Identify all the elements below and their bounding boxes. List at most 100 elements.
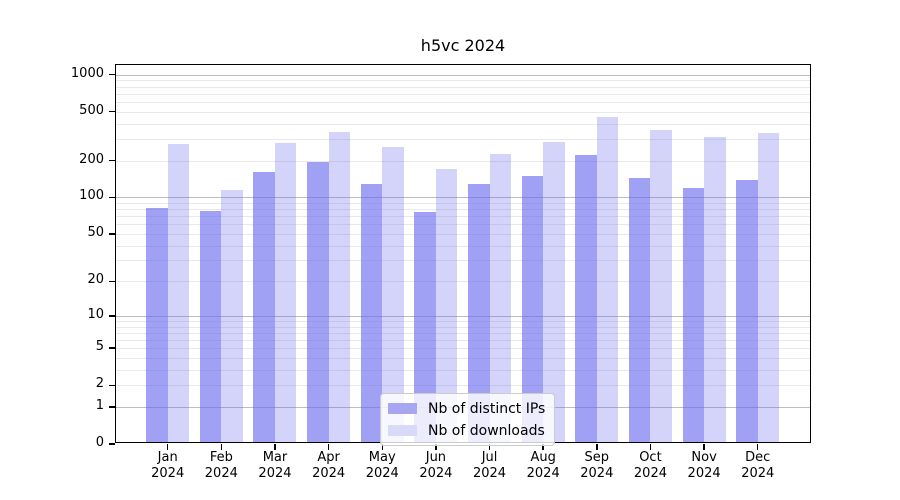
y-tick-5 bbox=[108, 347, 115, 349]
bar-downloads-jul bbox=[489, 153, 512, 442]
gridline-minor bbox=[116, 339, 810, 341]
gridline-minor bbox=[116, 326, 810, 328]
x-tick-feb bbox=[220, 443, 223, 450]
bar-ips-mar bbox=[253, 171, 275, 442]
bar-ips-sep bbox=[575, 155, 597, 442]
legend: Nb of distinct IPs Nb of downloads bbox=[380, 393, 556, 446]
x-tick-jan bbox=[166, 443, 169, 450]
bar-downloads-apr bbox=[328, 131, 351, 442]
gridline-minor bbox=[116, 209, 810, 211]
x-tick-oct bbox=[649, 443, 652, 450]
bar-ips-feb bbox=[199, 210, 222, 442]
gridline-minor bbox=[116, 216, 810, 218]
x-tick-label-feb: Feb 2024 bbox=[204, 450, 238, 481]
x-tick-label-apr: Apr 2024 bbox=[312, 450, 346, 481]
y-tick-label-50: 50 bbox=[87, 224, 104, 240]
bar-ips-jan bbox=[146, 208, 168, 442]
chart-title: h5vc 2024 bbox=[420, 36, 506, 55]
y-tick-label-0: 0 bbox=[95, 435, 104, 450]
bar-ips-dec bbox=[736, 179, 758, 442]
y-tick-label-20: 20 bbox=[87, 272, 104, 288]
x-tick-label-aug: Aug 2024 bbox=[526, 450, 560, 481]
gridline-minor bbox=[116, 123, 810, 125]
bar-ips-oct bbox=[628, 177, 651, 442]
gridline-minor bbox=[116, 385, 810, 387]
bar-downloads-sep bbox=[596, 116, 619, 442]
bar-ips-may bbox=[360, 183, 383, 442]
legend-label-downloads: Nb of downloads bbox=[428, 422, 545, 439]
bar-downloads-dec bbox=[757, 133, 780, 442]
x-tick-jul bbox=[488, 443, 491, 450]
gridline-minor bbox=[116, 332, 810, 334]
x-tick-label-oct: Oct 2024 bbox=[633, 450, 667, 481]
x-tick-label-sep: Sep 2024 bbox=[580, 450, 614, 481]
gridline-minor bbox=[116, 111, 810, 113]
gridline-minor bbox=[116, 281, 810, 283]
gridline-minor bbox=[116, 369, 810, 371]
legend-item-downloads: Nb of downloads bbox=[388, 421, 545, 440]
y-tick-label-500: 500 bbox=[79, 102, 104, 118]
legend-swatch-downloads bbox=[388, 425, 417, 436]
gridline-minor bbox=[116, 93, 810, 95]
bar-ips-nov bbox=[682, 187, 705, 442]
legend-item-distinct-ips: Nb of distinct IPs bbox=[388, 399, 545, 418]
gridline-major bbox=[116, 315, 810, 317]
y-tick-100 bbox=[108, 196, 115, 199]
y-tick-1 bbox=[108, 406, 115, 408]
bar-downloads-may bbox=[382, 146, 404, 442]
x-tick-dec bbox=[756, 443, 759, 450]
y-tick-10 bbox=[108, 315, 115, 317]
x-tick-may bbox=[381, 443, 383, 450]
x-tick-sep bbox=[596, 443, 598, 450]
y-tick-20 bbox=[108, 280, 115, 283]
plot-area: Jan 2024 Feb 2024 Mar 2024 Apr 2024 May 2024… bbox=[71, 64, 811, 481]
gridline-minor bbox=[116, 348, 810, 350]
y-tick-label-1: 1 bbox=[95, 397, 104, 413]
gridline-minor bbox=[116, 86, 810, 88]
y-tick-2 bbox=[108, 384, 115, 387]
y-tick-label-10: 10 bbox=[87, 306, 104, 322]
bar-ips-jul bbox=[468, 184, 490, 442]
legend-label-distinct-ips: Nb of distinct IPs bbox=[428, 400, 546, 417]
gridline-minor bbox=[116, 357, 810, 359]
gridline-minor bbox=[116, 260, 810, 262]
y-tick-label-200: 200 bbox=[79, 151, 104, 167]
gridline-major bbox=[116, 74, 810, 76]
gridline-minor bbox=[116, 160, 810, 162]
x-tick-label-nov: Nov 2024 bbox=[687, 450, 721, 481]
x-tick-label-jan: Jan 2024 bbox=[151, 450, 185, 481]
y-tick-500 bbox=[108, 110, 115, 113]
y-tick-200 bbox=[108, 159, 115, 162]
bar-downloads-jan bbox=[167, 144, 190, 442]
gridline-minor bbox=[116, 224, 810, 226]
bar-downloads-mar bbox=[274, 143, 297, 442]
gridline-minor bbox=[116, 233, 810, 235]
y-tick-label-1000: 1000 bbox=[70, 65, 104, 81]
x-tick-jun bbox=[435, 443, 437, 450]
y-tick-label-2: 2 bbox=[95, 376, 104, 392]
x-tick-apr bbox=[327, 443, 330, 450]
gridline-minor bbox=[116, 101, 810, 103]
gridline-minor bbox=[116, 320, 810, 322]
bar-downloads-feb bbox=[221, 189, 243, 442]
y-tick-label-5: 5 bbox=[95, 339, 104, 355]
bar-downloads-oct bbox=[650, 129, 672, 442]
gridline-minor bbox=[116, 138, 810, 140]
x-tick-label-jul: Jul 2024 bbox=[472, 450, 507, 481]
x-tick-mar bbox=[274, 443, 276, 450]
gridline-minor bbox=[116, 202, 810, 204]
gridline-major bbox=[116, 197, 810, 199]
y-tick-0 bbox=[108, 443, 115, 445]
gridline-minor bbox=[116, 80, 810, 82]
x-tick-label-mar: Mar 2024 bbox=[258, 450, 292, 481]
gridline-minor bbox=[116, 245, 810, 247]
bar-downloads-aug bbox=[543, 141, 565, 442]
x-tick-label-dec: Dec 2024 bbox=[741, 450, 775, 481]
legend-swatch-distinct-ips bbox=[388, 403, 417, 414]
bar-ips-apr bbox=[307, 162, 329, 442]
bar-downloads-jun bbox=[435, 168, 458, 442]
y-tick-1000 bbox=[108, 73, 115, 76]
bar-ips-aug bbox=[521, 176, 544, 442]
y-tick-label-100: 100 bbox=[79, 188, 104, 204]
